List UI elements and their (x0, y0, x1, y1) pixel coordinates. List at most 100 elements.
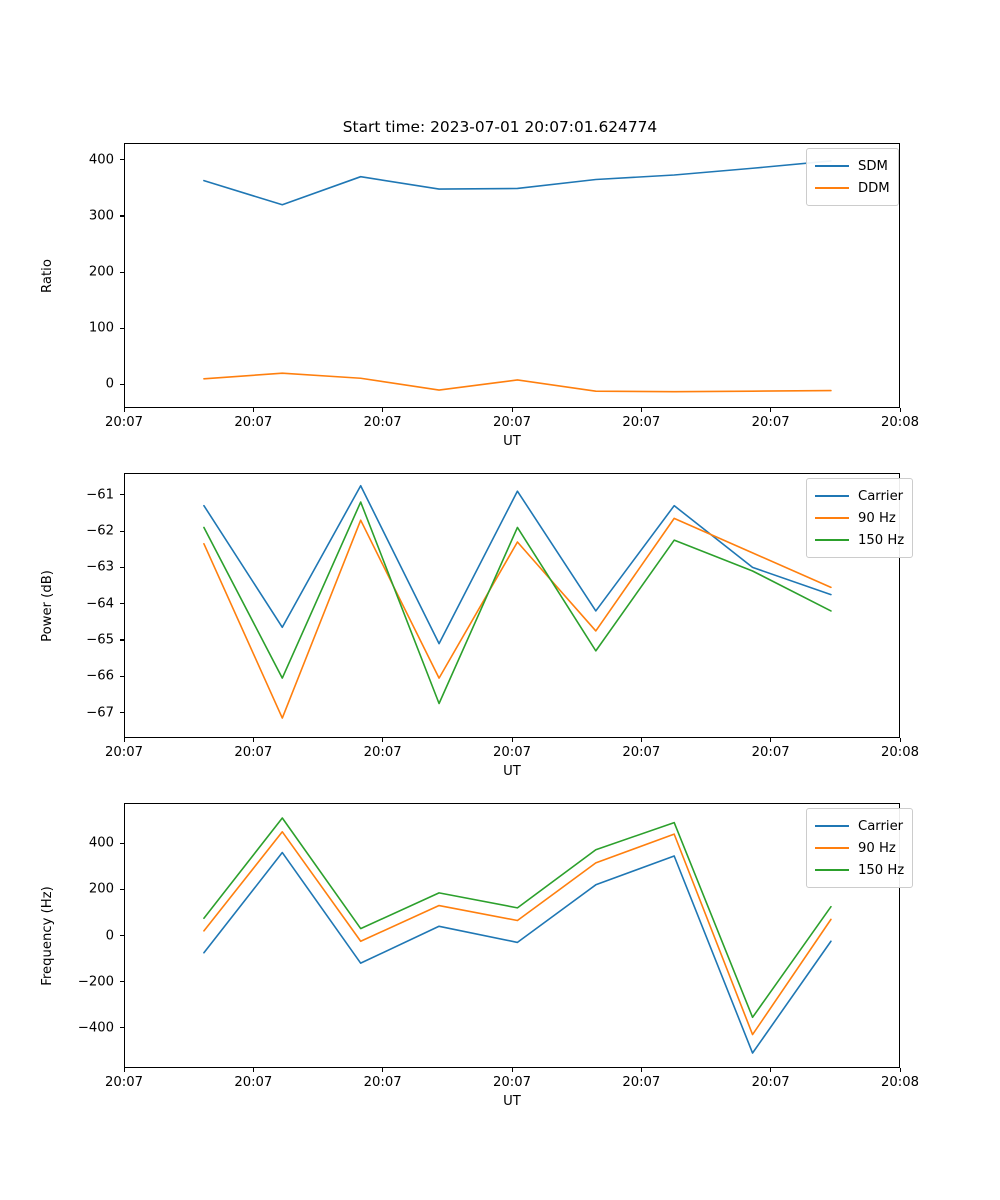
y-tick-label: 100 (88, 320, 114, 336)
x-tick-label: 20:07 (492, 745, 532, 760)
y-tick-mark (120, 935, 124, 937)
legend-label: SDM (858, 158, 888, 174)
x-axis-label-frequency: UT (503, 1094, 521, 1109)
x-tick-mark (252, 1068, 254, 1072)
series-line-carrier (203, 851, 832, 1054)
plot-lines-ratio (203, 160, 832, 393)
x-tick-label: 20:07 (751, 1075, 790, 1090)
y-axis-label-frequency: Frequency (Hz) (40, 885, 55, 986)
x-tick-label: 20:07 (104, 1075, 144, 1090)
y-tick-label: −62 (86, 523, 114, 539)
y-tick-mark (120, 981, 124, 983)
series-line-90-hz (203, 517, 832, 719)
legend-color-swatch (815, 847, 849, 849)
x-tick-mark (770, 738, 772, 742)
y-tick-label: 400 (88, 835, 114, 851)
x-tick-mark (252, 408, 254, 412)
x-tick-mark (899, 408, 901, 412)
y-tick-label: 200 (88, 264, 114, 280)
legend-item[interactable]: 90 Hz (815, 507, 904, 529)
y-tick-mark (120, 215, 124, 217)
y-tick-mark (120, 327, 124, 329)
x-tick-label: 20:07 (363, 1075, 402, 1090)
legend-label: Carrier (858, 818, 904, 834)
x-tick-mark (511, 1068, 513, 1072)
y-tick-label: −67 (86, 705, 114, 721)
y-axis-label-ratio: Ratio (40, 258, 55, 293)
y-tick-label: −65 (86, 632, 114, 648)
legend-item[interactable]: 150 Hz (815, 859, 904, 881)
y-tick-mark (120, 712, 124, 714)
y-tick-label: −63 (86, 559, 114, 575)
x-tick-mark (511, 738, 513, 742)
y-tick-label: 0 (105, 928, 114, 943)
x-tick-mark (640, 738, 642, 742)
figure-title: Start time: 2023-07-01 20:07:01.624774 (342, 118, 658, 136)
y-tick-mark (120, 383, 124, 385)
subplot-ratio: 20:07 20:07 20:07 20:07 20:07 20:07 20:08 0 100 2… (0, 0, 1000, 460)
axes-frame-ratio (124, 143, 900, 408)
series-line-150-hz (203, 817, 832, 1019)
y-tick-mark (120, 888, 124, 890)
legend-color-swatch (815, 825, 849, 827)
axes-frame-power (124, 473, 900, 738)
legend-label: 150 Hz (858, 532, 905, 548)
y-tick-mark (120, 159, 124, 161)
x-tick-label: 20:07 (363, 415, 402, 430)
x-tick-mark (382, 408, 384, 412)
x-tick-mark (123, 738, 125, 742)
legend-color-swatch (815, 187, 849, 189)
x-tick-mark (770, 1068, 772, 1072)
y-tick-mark (120, 494, 124, 496)
legend-color-swatch (815, 869, 849, 871)
x-tick-mark (382, 738, 384, 742)
x-tick-label: 20:07 (751, 745, 790, 760)
series-line-150-hz (203, 501, 832, 705)
legend-label: 90 Hz (858, 510, 896, 526)
y-tick-mark (120, 603, 124, 605)
legend-ratio[interactable]: SDM DDM (806, 148, 899, 206)
legend-item[interactable]: Carrier (815, 815, 904, 837)
legend-item[interactable]: Carrier (815, 485, 904, 507)
y-tick-mark (120, 675, 124, 677)
y-tick-mark (120, 1027, 124, 1029)
x-tick-mark (640, 1068, 642, 1072)
axes-frame-frequency (124, 803, 900, 1068)
legend-color-swatch (815, 165, 849, 167)
x-tick-mark (382, 1068, 384, 1072)
x-tick-label: 20:07 (104, 745, 144, 760)
legend-item[interactable]: 90 Hz (815, 837, 904, 859)
y-axis-label-power: Power (dB) (40, 569, 55, 642)
x-tick-label: 20:07 (622, 415, 661, 430)
series-line-90-hz (203, 830, 832, 1036)
y-tick-mark (120, 566, 124, 568)
y-tick-mark (120, 639, 124, 641)
legend-item[interactable]: 150 Hz (815, 529, 904, 551)
legend-label: 150 Hz (858, 862, 905, 878)
x-axis-label-ratio: UT (503, 434, 521, 449)
x-tick-label: 20:08 (880, 1075, 920, 1090)
x-tick-label: 20:07 (751, 415, 790, 430)
y-tick-label: −400 (77, 1020, 114, 1036)
y-tick-label: −200 (77, 974, 114, 990)
x-tick-mark (123, 408, 125, 412)
x-tick-mark (511, 408, 513, 412)
series-line-carrier (203, 484, 832, 645)
y-tick-label: −64 (86, 596, 114, 612)
x-axis-label-power: UT (503, 764, 521, 779)
legend-item[interactable]: SDM (815, 155, 890, 177)
series-line-sdm (203, 160, 832, 206)
y-tick-label: −61 (86, 487, 114, 503)
legend-frequency[interactable]: Carrier 90 Hz 150 Hz (806, 808, 914, 888)
x-tick-label: 20:07 (622, 745, 661, 760)
legend-power[interactable]: Carrier 90 Hz 150 Hz (806, 478, 914, 558)
legend-item[interactable]: DDM (815, 177, 890, 199)
x-tick-label: 20:07 (622, 1075, 661, 1090)
legend-color-swatch (815, 517, 849, 519)
x-tick-mark (899, 1068, 901, 1072)
y-tick-label: 400 (88, 152, 114, 168)
x-tick-mark (770, 408, 772, 412)
y-tick-mark (120, 842, 124, 844)
x-tick-mark (123, 1068, 125, 1072)
